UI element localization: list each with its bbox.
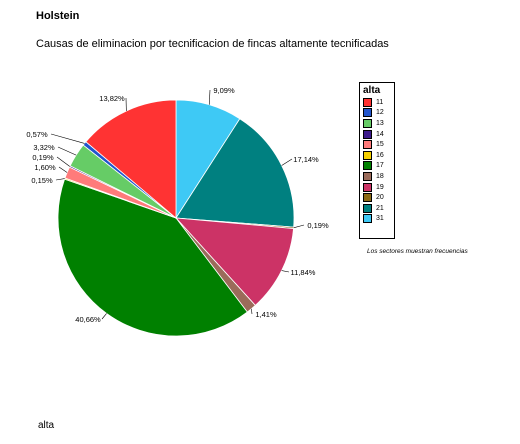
legend-item: 17 [363, 161, 384, 172]
legend-swatch [363, 203, 372, 213]
legend-note: Los sectores muestran frecuencias [367, 248, 468, 255]
legend-swatch [363, 150, 372, 160]
legend-swatch [363, 193, 372, 203]
slice-data-label: 0,57% [26, 130, 48, 139]
legend-label: 20 [376, 194, 384, 202]
legend-item: 13 [363, 118, 384, 129]
slice-leader-line [55, 178, 65, 181]
slice-data-label: 17,14% [293, 155, 319, 164]
legend-swatch [363, 97, 372, 107]
legend-label: 13 [376, 119, 384, 127]
legend-swatch [363, 140, 372, 150]
legend-label: 16 [376, 151, 384, 159]
legend-swatch [363, 118, 372, 128]
slice-leader-line [57, 146, 77, 156]
legend-label: 11 [376, 98, 384, 106]
legend-item: 11 [363, 97, 384, 108]
slice-data-label: 11,84% [291, 268, 316, 277]
slice-data-label: 1,60% [34, 163, 56, 172]
slice-data-label: 0,19% [32, 153, 54, 162]
pie-slice-21 [175, 118, 295, 228]
legend-items: 11 12 13 14 15 16 17 18 19 20 21 31 [363, 97, 384, 224]
legend-swatch [363, 129, 372, 139]
legend-swatch [363, 214, 372, 224]
slice-data-label: 0,19% [307, 221, 329, 230]
legend-swatch [363, 108, 372, 118]
legend-label: 19 [376, 183, 384, 191]
legend-label: 31 [376, 215, 384, 223]
legend-title: alta [363, 85, 381, 96]
slice-leader-line [56, 156, 71, 167]
legend-item: 21 [363, 203, 384, 214]
slice-data-label: 9,09% [213, 86, 235, 95]
slice-data-label: 40,66% [75, 315, 101, 324]
legend-label: 14 [376, 130, 384, 138]
legend-swatch [363, 171, 372, 181]
legend-item: 15 [363, 139, 384, 150]
legend-label: 17 [376, 162, 384, 170]
slice-leader-line [281, 158, 293, 166]
slice-data-label: 1,41% [255, 310, 277, 319]
slice-data-label: 0,15% [31, 176, 53, 185]
footer-label: alta [38, 420, 55, 431]
slice-leader-line [50, 133, 85, 144]
legend-item: 31 [363, 214, 384, 225]
slice-data-label: 13,82% [99, 94, 125, 103]
slice-leader-line [251, 308, 253, 315]
slice-leader-line [281, 270, 290, 273]
legend-label: 21 [376, 204, 384, 212]
chart-subtitle: Causas de eliminacion por tecnificacion … [36, 38, 389, 50]
legend-label: 18 [376, 172, 384, 180]
legend-item: 16 [363, 150, 384, 161]
legend-item: 14 [363, 129, 384, 140]
slice-leader-line [101, 313, 107, 320]
legend-swatch [363, 161, 372, 171]
chart-title: Holstein [36, 10, 80, 22]
slice-data-label: 3,32% [33, 143, 55, 152]
legend-item: 19 [363, 182, 384, 193]
legend-item: 12 [363, 108, 384, 119]
legend-item: 18 [363, 171, 384, 182]
slice-leader-line [293, 224, 305, 229]
legend-label: 12 [376, 109, 384, 117]
slice-leader-line [58, 166, 68, 173]
slice-leader-line [208, 89, 211, 105]
legend-label: 15 [376, 141, 384, 149]
legend-swatch [363, 182, 372, 192]
legend-item: 20 [363, 192, 384, 203]
pie-slice-17 [57, 178, 248, 337]
legend: alta 11 12 13 14 15 16 17 18 19 20 21 31 [359, 82, 395, 239]
